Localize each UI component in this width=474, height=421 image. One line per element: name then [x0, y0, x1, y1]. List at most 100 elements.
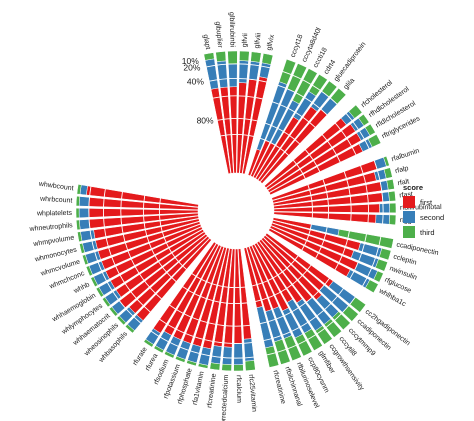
ring-line-g0-l1 — [217, 118, 258, 122]
ring-line-g3-l0 — [307, 184, 314, 218]
category-label-rfast: rfast — [399, 191, 413, 199]
legend-label-first: first — [420, 198, 433, 207]
category-label-rfcalcium: rfcalcium — [235, 375, 242, 403]
bar-segment-glmfiber-third — [304, 328, 323, 351]
bar-segment-rfpotassium-third — [174, 355, 186, 363]
category-label-cccyt18: cccyt18 — [290, 34, 305, 59]
bar-segment-rfbilirubintotal-third — [389, 202, 397, 214]
category-label-cdrt4: cdrt4 — [323, 59, 337, 76]
ring-line-g6-l1 — [182, 286, 248, 304]
bar-segment-rfbilchinnanal-third — [274, 338, 291, 365]
bar-segment-nwinsulin-third — [375, 258, 388, 272]
bar-segment-whmonocytes-third — [79, 242, 86, 254]
category-label-whmpvolume: whmpvolume — [32, 234, 75, 248]
bar-segment-whplatelets-second — [78, 207, 90, 219]
ring-line-g2-l4 — [345, 113, 370, 149]
bar-segment-rfalp-third — [383, 167, 393, 179]
bar-segment-glbilirubinbi-second — [228, 63, 238, 88]
bar-segment-rfa1vitamin-second — [198, 346, 212, 366]
ring-line-g2-l0 — [293, 159, 306, 179]
bar-segment-rfcalcium-second — [233, 343, 244, 365]
ring-line-g5-l2 — [259, 278, 330, 325]
bar-segment-glbuplier-third — [215, 51, 227, 63]
category-label-whwbcount: whwbcount — [37, 181, 74, 193]
bar-segment-rfcreatinine-second — [210, 345, 223, 365]
category-label-glfvix: glfvix — [266, 34, 276, 52]
bar-segment-whmpvolume-second — [80, 229, 96, 242]
ring-line-g3-l3 — [360, 165, 369, 223]
bar-segment-cdrt4-third — [308, 74, 328, 97]
category-label-whneutrophils: whneutrophils — [28, 222, 73, 233]
bar-segment-rfurate-third — [143, 338, 154, 348]
bar-segment-whmonocytes-second — [82, 240, 98, 253]
percent-tick-20pct: 20% — [183, 62, 200, 72]
ring-line-g7-l1 — [142, 195, 177, 282]
bar-segment-whlhba1c-third — [365, 279, 379, 294]
bar-segment-rfphosphate-third — [186, 359, 197, 367]
bar-segment-rfalt-third — [386, 179, 395, 191]
bar-segment-rfcreatinine-third — [209, 362, 221, 371]
ring-line-g2-l1 — [305, 149, 321, 172]
bar-segment-whneutrophils-third — [75, 219, 81, 231]
ring-line-g2-l3 — [334, 122, 357, 155]
bar-segment-glfvix-third — [261, 53, 274, 65]
ring-line-g1-l3 — [277, 84, 328, 116]
ring-line-g4-l2 — [334, 231, 350, 271]
category-label-rfcorrectedcalcium: rfcorrectedcalcium — [220, 374, 230, 421]
bar-segment-rfbilirubintotal-second — [379, 203, 390, 214]
bar-segment-ccp80cysnm-third — [294, 333, 313, 357]
category-label-rfc25vitamin: rfc25vitamin — [247, 374, 257, 412]
bar-segment-cccytmmp9-third — [331, 311, 351, 331]
bar-segment-rfglucose-third — [373, 270, 384, 283]
category-label-rfalbumin: rfalbumin — [391, 148, 421, 164]
bar-segment-rfurea-third — [153, 345, 165, 354]
ring-line-g2-l2 — [321, 134, 341, 163]
bar-segment-glfviii-second — [248, 60, 261, 81]
bar-segment-rfcorrectedcalcium-third — [221, 363, 232, 372]
bar-segment-cccytil8-third — [323, 318, 342, 338]
bar-segment-glbilirubinbi-third — [227, 50, 238, 65]
category-label-whrbcount: whrbcount — [39, 196, 73, 205]
bar-segment-ccgrowthsensivity-third — [314, 325, 333, 345]
ring-line-g4-l3 — [349, 234, 367, 279]
ring-line-g4-l1 — [315, 227, 328, 259]
ring-line-g7-l0 — [158, 198, 187, 270]
bar-segment-cccyt18-third — [278, 58, 297, 85]
category-label-glbilirubinbi: glbilirubinbi — [228, 12, 236, 48]
ring-line-g4-l4 — [362, 236, 382, 287]
legend-label-second: second — [420, 213, 444, 222]
bar-segment-rfhdlcholesterol-third — [358, 113, 370, 127]
category-label-whhb: whhb — [72, 281, 91, 295]
ring-line-g5-l4 — [266, 296, 356, 356]
category-label-glapt: glapt — [202, 34, 212, 50]
ring-line-g3-l2 — [343, 171, 352, 221]
ring-line-g3-l4 — [373, 160, 384, 224]
ring-line-g3-l1 — [322, 179, 330, 220]
bar-segment-rfa1vitamin-third — [197, 363, 209, 369]
legend-swatch-first — [403, 196, 415, 208]
ring-line-g6-l2 — [169, 304, 250, 327]
bar-segment-glfvii-third — [239, 50, 250, 62]
percent-tick-10pct: 10% — [182, 56, 199, 66]
bar-segment-whhaemoglobin-third — [95, 286, 105, 298]
ring-line-g5-l3 — [263, 288, 344, 342]
ring-line-g4-l0 — [301, 224, 312, 251]
category-label-rfbilirubintotal: rfbilirubintotal — [400, 204, 442, 212]
ring-line-g5-l1 — [255, 264, 312, 302]
ring-line-g1-l1 — [265, 122, 300, 145]
bar-segment-whmpvolume-third — [77, 231, 83, 243]
percent-tick-80pct: 80% — [197, 115, 214, 125]
bar-segment-rfc25vitamin-third — [244, 360, 256, 371]
bar-segment-whbasophils-third — [124, 323, 135, 334]
category-label-rfurea: rfurea — [144, 353, 159, 372]
percent-tick-40pct: 40% — [187, 77, 204, 87]
bar-segment-whrbcount-third — [75, 195, 81, 207]
bar-segment-whlymphocytes-third — [101, 296, 111, 308]
ring-line-g7-l3 — [103, 188, 151, 313]
ring-line-g0-l4 — [206, 63, 271, 69]
bar-segment-whplatelets-third — [75, 207, 80, 219]
category-label-ccleptin: ccleptin — [393, 253, 418, 266]
ring-line-g7-l2 — [120, 191, 162, 300]
bar-segment-whhb-third — [90, 276, 99, 288]
